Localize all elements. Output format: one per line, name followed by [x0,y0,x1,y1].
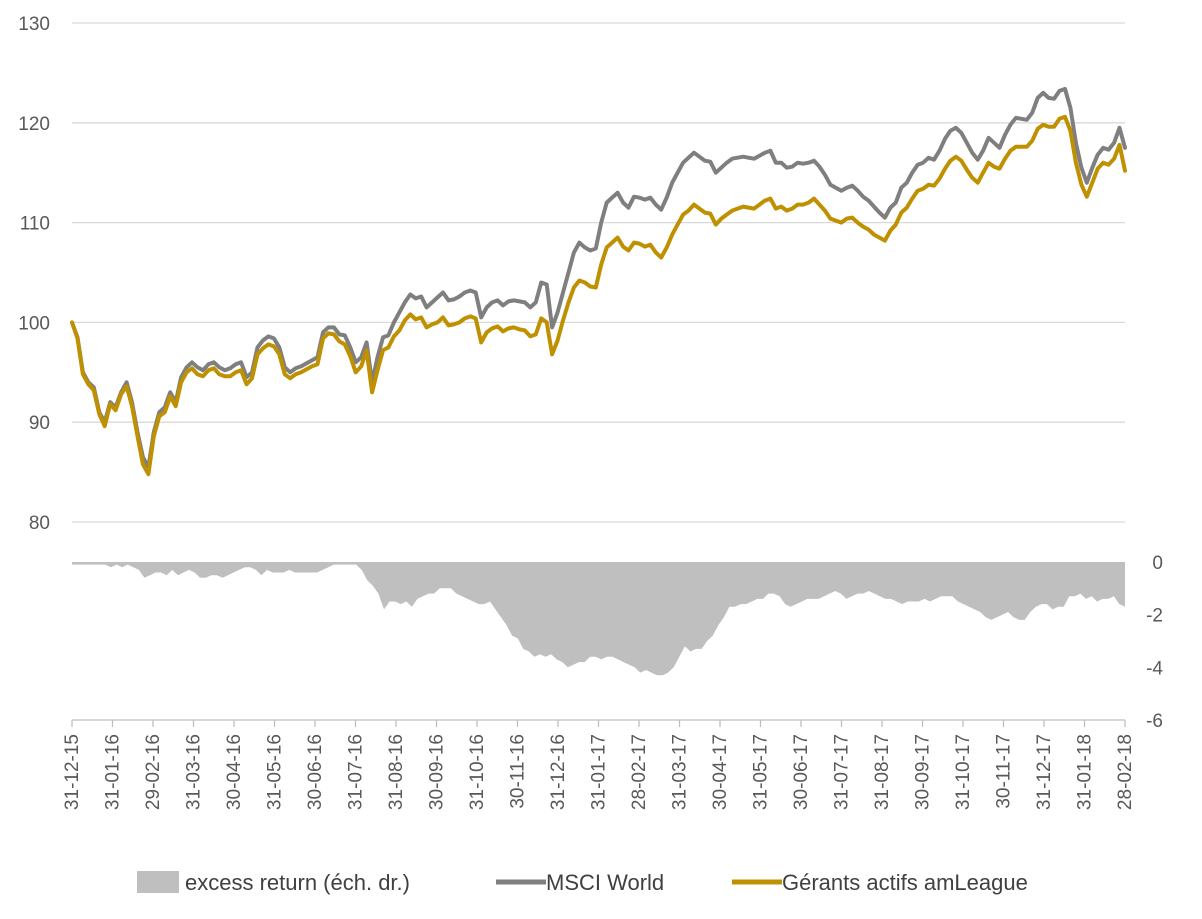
right-tick-0: 0 [1152,553,1163,574]
x-tick-30-11-16: 30-11-16 [508,734,529,809]
left-tick-80: 80 [29,513,50,534]
x-tick-31-10-16: 31-10-16 [467,734,488,810]
axes [71,719,1126,727]
excess-return-area-layer [72,562,1125,676]
legend-label-excess-return: excess return (éch. dr.) [185,870,410,895]
x-tick-31-01-17: 31-01-17 [589,734,610,810]
left-tick-110: 110 [20,214,50,235]
x-tick-31-05-17: 31-05-17 [751,734,772,810]
x-tick-31-12-15: 31-12-15 [62,734,83,810]
left-axis-tick-labels: 80 90 100 110 120 130 [18,14,50,534]
gridlines [72,22,1125,523]
x-tick-28-02-18: 28-02-18 [1115,734,1136,810]
legend: excess return (éch. dr.) MSCI World Géra… [137,870,1028,895]
x-tick-30-04-16: 30-04-16 [224,734,245,810]
x-tick-30-04-17: 30-04-17 [710,734,731,810]
legend-label-msci-world: MSCI World [546,870,664,895]
x-tick-31-01-18: 31-01-18 [1075,734,1096,810]
right-tick--2: -2 [1146,606,1163,627]
legend-swatch-excess-return [137,871,179,893]
excess-return-area [72,562,1125,676]
left-tick-100: 100 [18,313,50,334]
right-tick--6: -6 [1146,711,1163,732]
x-tick-31-10-17: 31-10-17 [953,734,974,810]
x-tick-30-06-16: 30-06-16 [305,734,326,810]
x-tick-31-08-17: 31-08-17 [872,734,893,810]
x-axis-tick-labels: 31-12-15 31-01-16 29-02-16 31-03-16 30-04-16… [62,734,1136,810]
x-tick-31-07-16: 31-07-16 [346,734,367,810]
left-tick-90: 90 [29,413,50,434]
legend-label-gerants-actifs: Gérants actifs amLeague [782,870,1028,895]
series-lines-layer [70,86,1127,477]
left-tick-130: 130 [18,14,50,35]
x-tick-31-03-16: 31-03-16 [184,734,205,810]
x-tick-30-11-17: 30-11-17 [994,734,1015,809]
x-tick-31-01-16: 31-01-16 [103,734,124,810]
gerants-actifs-line [70,114,1127,477]
x-tick-31-12-16: 31-12-16 [548,734,569,810]
x-tick-31-07-17: 31-07-17 [832,734,853,810]
x-tick-31-08-16: 31-08-16 [386,734,407,810]
right-axis-tick-labels: 0 -2 -4 -6 [1146,553,1163,732]
right-tick--4: -4 [1146,658,1163,679]
msci-world-line [70,86,1127,470]
x-tick-29-02-16: 29-02-16 [143,734,164,810]
x-tick-31-03-17: 31-03-17 [670,734,691,810]
x-tick-30-09-16: 30-09-16 [427,734,448,810]
left-tick-120: 120 [18,114,50,135]
x-tick-30-06-17: 30-06-17 [791,734,812,810]
x-tick-31-12-17: 31-12-17 [1034,734,1055,810]
x-tick-31-05-16: 31-05-16 [265,734,286,810]
x-tick-30-09-17: 30-09-17 [913,734,934,810]
x-tick-28-02-17: 28-02-17 [629,734,650,810]
